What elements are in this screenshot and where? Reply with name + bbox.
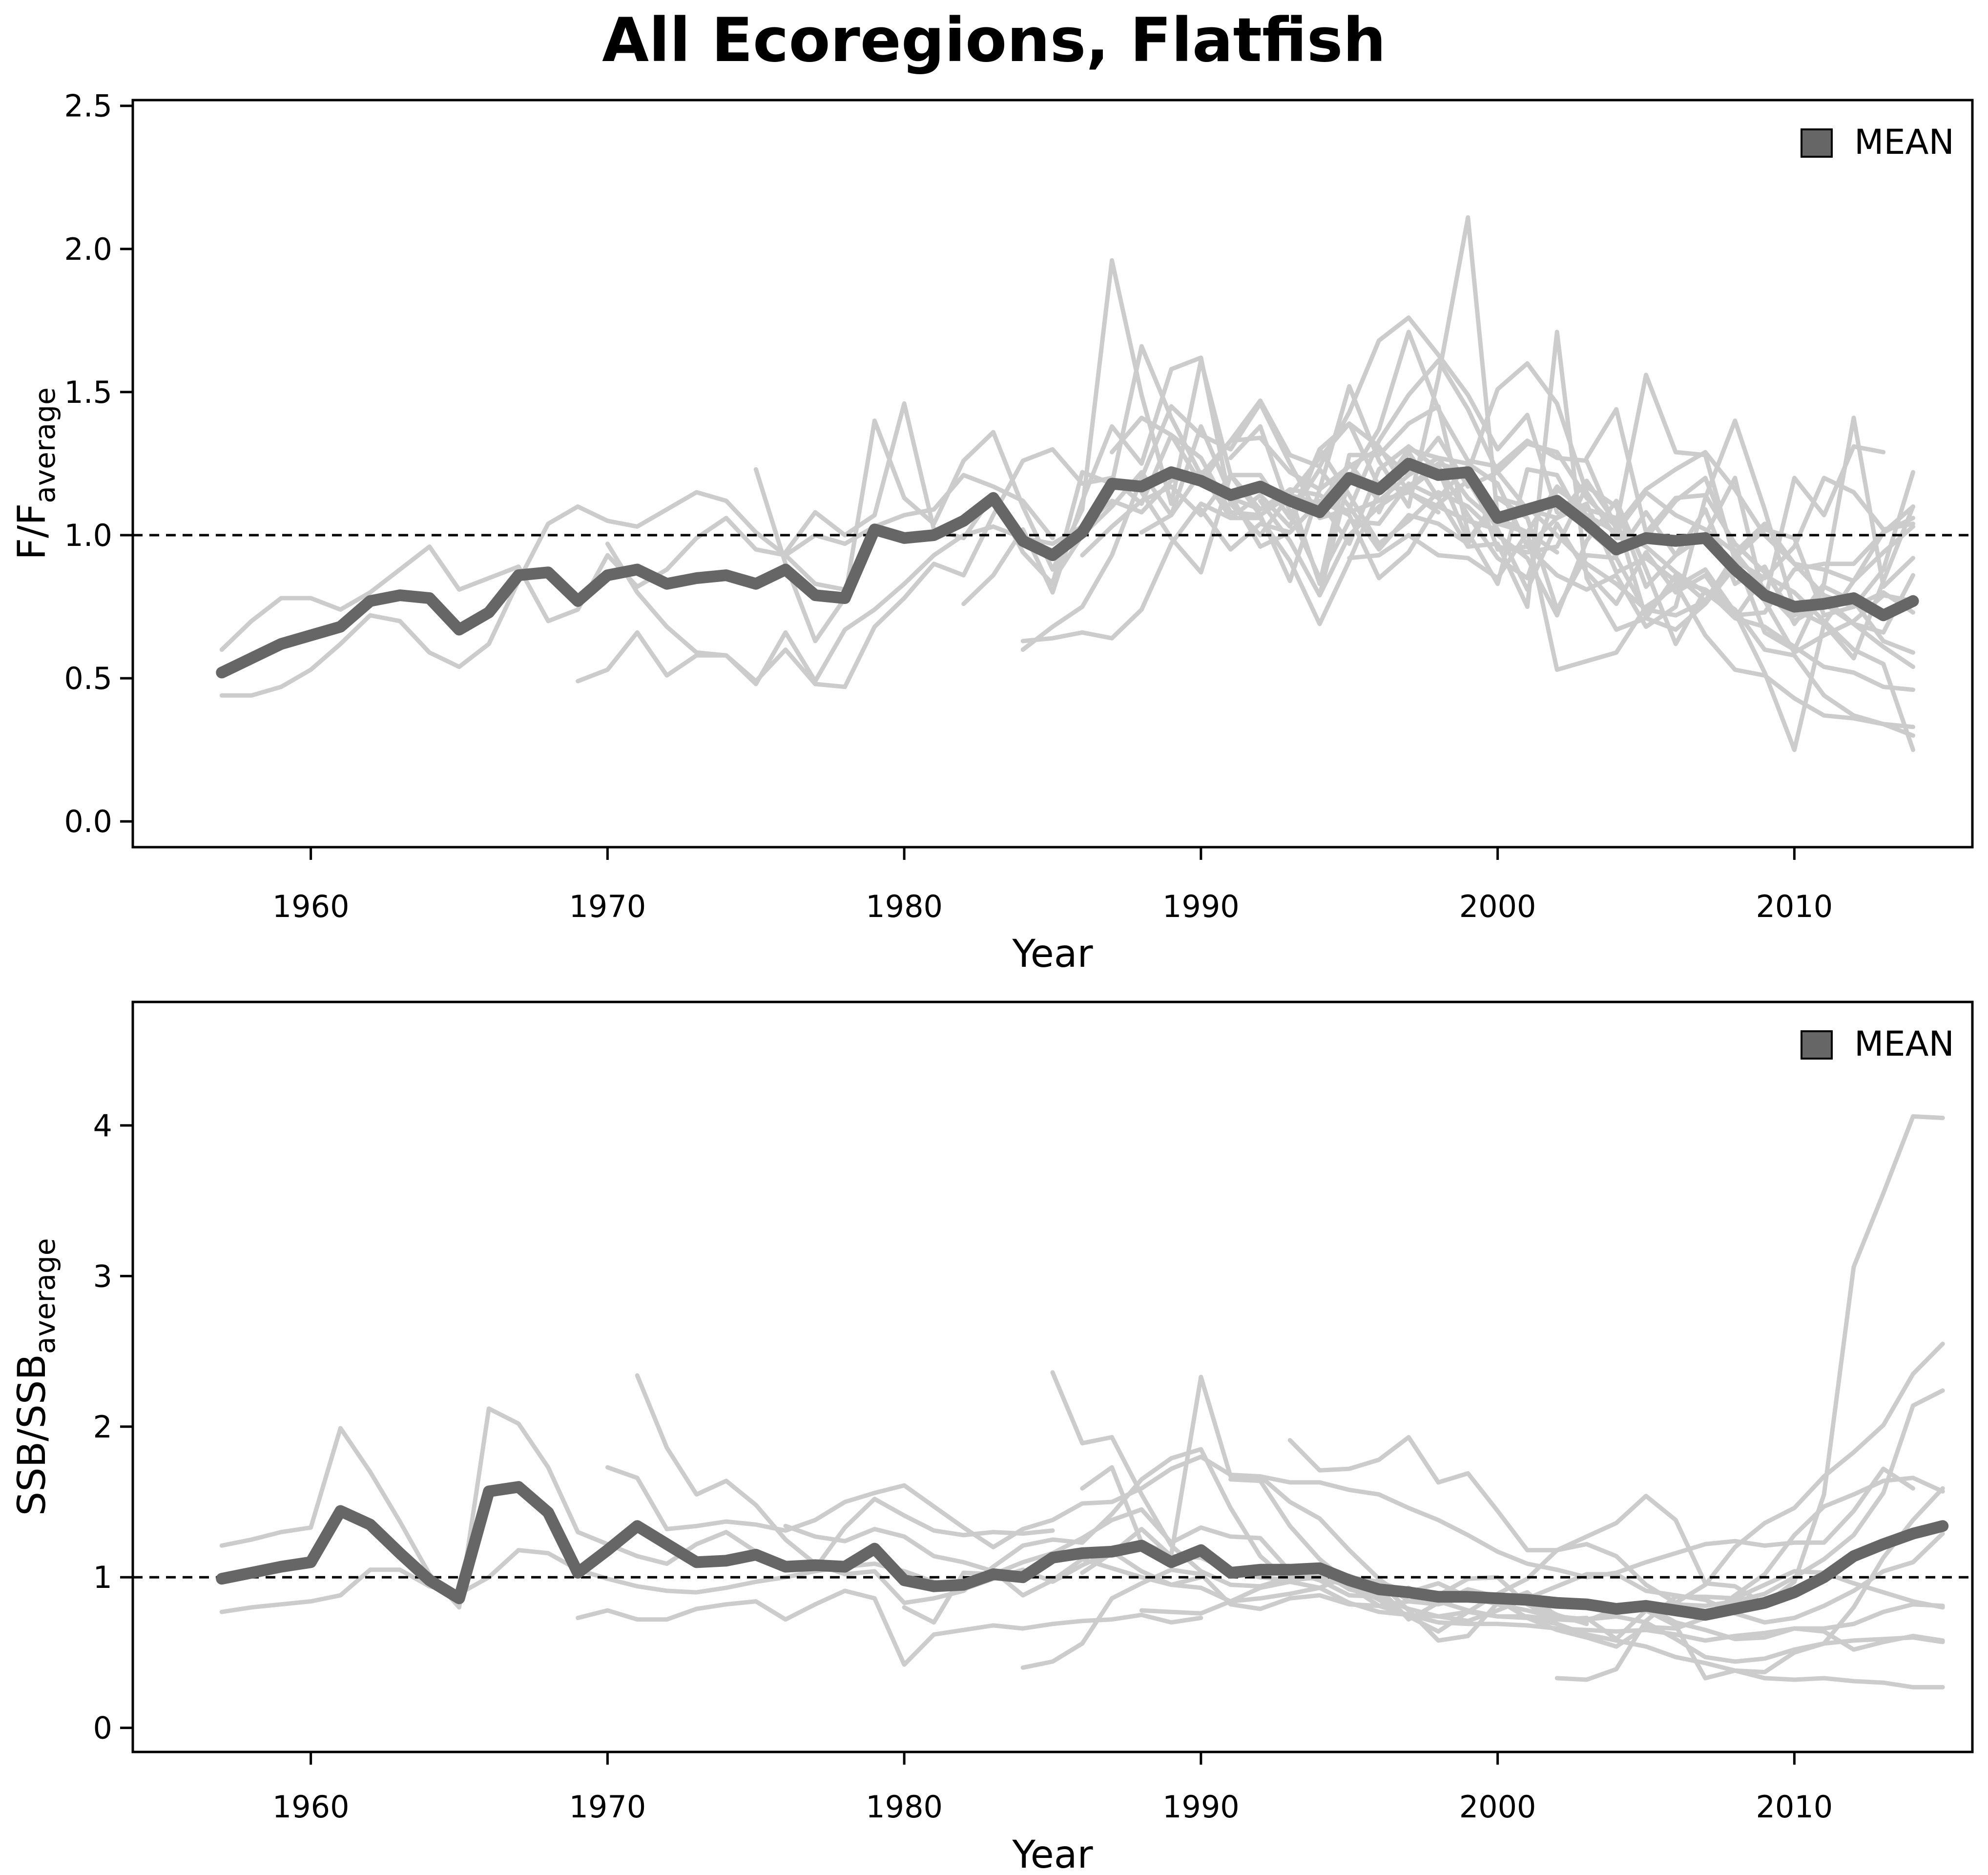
x-tick-label: 1980 [866,1789,943,1825]
legend-label: MEAN [1854,1024,1954,1064]
y-axis-label: SSB/SSBaverage [10,1238,62,1516]
panel-spawning-stock-biomass: 1960 1970 1980 1990 2000 2010 0 1 2 3 4 Year SSB/SSB… [10,1000,1974,1875]
legend-label: MEAN [1854,122,1954,162]
stock-series-line [1347,504,1915,752]
stock-series-line [219,473,1055,698]
stock-series-line [1080,1527,1945,1652]
stock-series-line [1139,1585,1945,1689]
x-tick-label: 2010 [1756,1789,1833,1825]
y-axis-label-subscript: average [28,387,62,503]
stock-series-line [1584,407,1915,635]
y-tick-label: 0.0 [64,804,112,839]
x-tick-label: 1980 [866,889,943,924]
stock-series-line [1287,467,1915,618]
stock-series-line [1199,479,1915,692]
stock-series-line [1287,1114,1945,1607]
x-tick-label: 2010 [1756,889,1833,924]
stock-series-line [783,315,1559,586]
legend-swatch [1801,1030,1833,1060]
y-axis-label-main: SSB/SSB [10,1354,54,1516]
legend-swatch [1801,128,1833,158]
figure-title: All Ecoregions, Flatfish [602,5,1386,76]
stock-series-line [1020,418,1915,644]
stock-series-line [219,1548,1203,1614]
panel-fishing-mortality: 1960 1970 1980 1990 2000 2010 0.0 0.5 1.0 1.5 2.0 2… [10,88,1974,976]
mean-series-line [216,1481,1949,1621]
y-tick-label: 1.0 [64,518,112,553]
y-tick-label: 0 [93,1710,112,1746]
x-tick-label: 1960 [272,1789,350,1825]
stock-series-line [1317,1573,1945,1664]
stock-series-line [219,1406,1055,1610]
y-axis-label: F/Faverage [10,387,62,560]
x-axis-label: Year [1012,1833,1093,1875]
plot-frame [131,99,1974,849]
x-tick-label: 1990 [1162,889,1240,924]
plot-frame [131,1000,1974,1753]
x-tick-label: 1970 [569,1789,646,1825]
y-axis-label-main: F/F [10,503,54,560]
stock-series-line [1020,358,1915,729]
mean-series-line [216,458,1919,679]
y-tick-label: 1.5 [64,375,112,410]
stock-series-line [635,1373,1589,1626]
stock-series-line [219,516,848,652]
y-axis-label-subscript: average [28,1238,62,1354]
y-tick-label: 2 [93,1409,112,1445]
y-tick-label: 2.5 [64,88,112,124]
stock-series-line [1554,1569,1945,1682]
x-tick-label: 2000 [1459,1789,1536,1825]
stock-series-line [1050,1370,1945,1625]
stock-series-line [1228,330,1915,655]
x-tick-label: 1990 [1162,1789,1240,1825]
y-tick-label: 0.5 [64,661,112,696]
y-tick-label: 2.0 [64,231,112,267]
y-tick-label: 4 [93,1108,112,1144]
stock-series-line [1080,1375,1945,1649]
x-tick-label: 1970 [569,889,646,924]
x-tick-label: 2000 [1459,889,1536,924]
x-tick-label: 1960 [272,889,350,924]
y-tick-label: 3 [93,1258,112,1294]
y-tick-label: 1 [93,1560,112,1595]
x-axis-label: Year [1012,932,1093,976]
